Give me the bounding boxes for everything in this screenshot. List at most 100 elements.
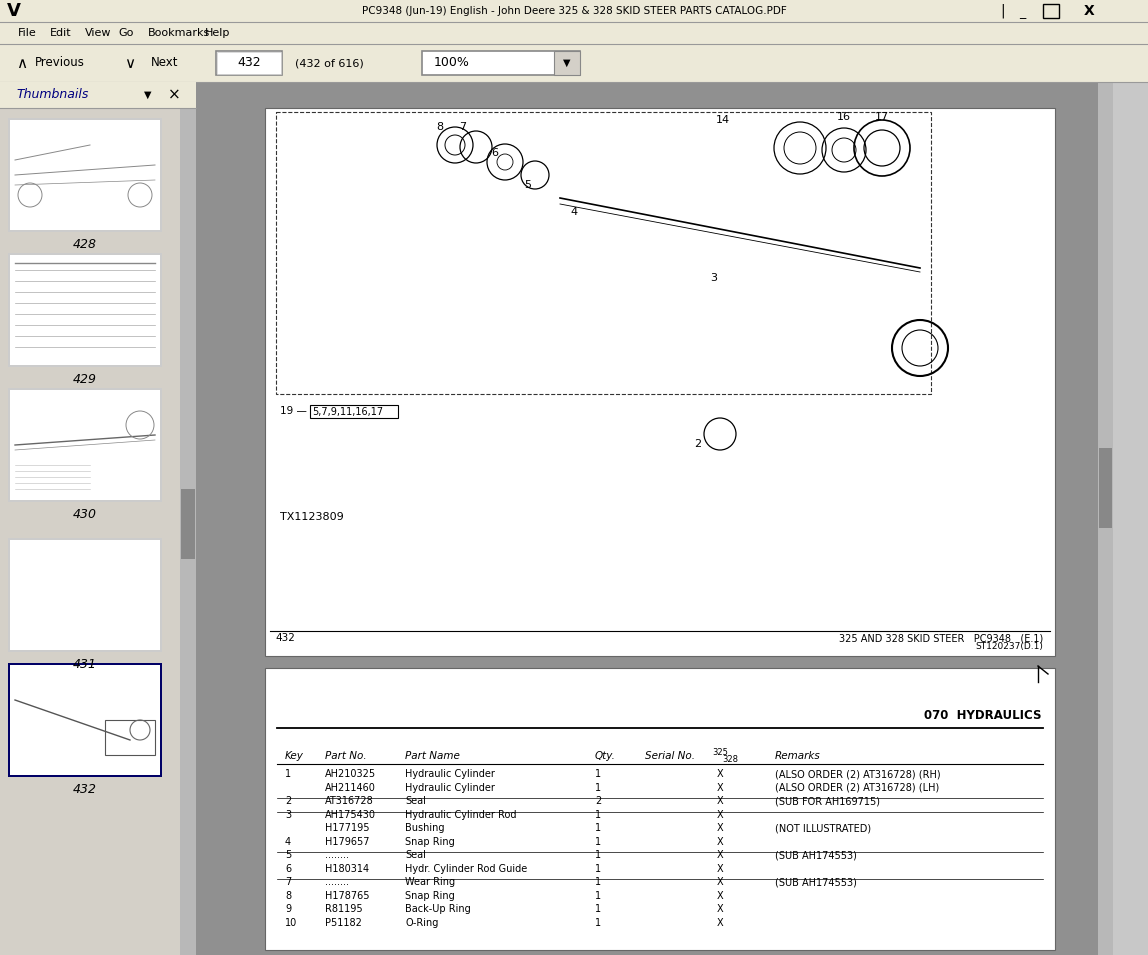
Text: 5: 5 bbox=[525, 180, 532, 190]
Text: 432: 432 bbox=[276, 633, 295, 643]
Text: 432: 432 bbox=[238, 56, 261, 70]
Text: 1: 1 bbox=[595, 823, 602, 833]
Text: X: X bbox=[716, 796, 723, 806]
Text: 1: 1 bbox=[595, 782, 602, 793]
Bar bbox=[422, 51, 580, 75]
Text: File: File bbox=[18, 28, 37, 38]
Text: R81195: R81195 bbox=[325, 904, 363, 914]
Bar bbox=[1099, 448, 1112, 528]
Text: Key: Key bbox=[285, 751, 304, 761]
Text: 5: 5 bbox=[285, 850, 292, 860]
Text: X: X bbox=[716, 837, 723, 846]
Text: Part Name: Part Name bbox=[405, 751, 460, 761]
Text: ×: × bbox=[168, 88, 180, 102]
Bar bbox=[10, 540, 160, 650]
Text: ∧: ∧ bbox=[16, 55, 28, 71]
Text: H177195: H177195 bbox=[325, 823, 370, 833]
Bar bbox=[104, 720, 155, 755]
Text: 2: 2 bbox=[695, 439, 701, 449]
Bar bbox=[0, 82, 196, 108]
Text: 431: 431 bbox=[73, 657, 96, 670]
Text: 070  HYDRAULICS: 070 HYDRAULICS bbox=[923, 709, 1041, 722]
Text: Hydraulic Cylinder Rod: Hydraulic Cylinder Rod bbox=[405, 810, 517, 819]
Text: AH210325: AH210325 bbox=[325, 769, 377, 779]
Text: Go: Go bbox=[118, 28, 133, 38]
Text: 19 —: 19 — bbox=[280, 406, 307, 416]
Text: X: X bbox=[1084, 4, 1094, 18]
Bar bbox=[0, 44, 1148, 82]
Text: Bushing: Bushing bbox=[405, 823, 444, 833]
Text: P51182: P51182 bbox=[325, 918, 362, 927]
Text: Bookmarks: Bookmarks bbox=[148, 28, 210, 38]
Text: TX1123809: TX1123809 bbox=[280, 512, 343, 522]
Text: 5,7,9,11,16,17: 5,7,9,11,16,17 bbox=[312, 407, 383, 417]
Bar bbox=[0, 22, 1148, 44]
Text: 1: 1 bbox=[595, 837, 602, 846]
Bar bbox=[10, 390, 160, 500]
Text: 9: 9 bbox=[285, 904, 292, 914]
Bar bbox=[0, 0, 1148, 22]
Text: 328: 328 bbox=[722, 754, 738, 763]
Text: PC9348 (Jun-19) English - John Deere 325 & 328 SKID STEER PARTS CATALOG.PDF: PC9348 (Jun-19) English - John Deere 325… bbox=[362, 6, 786, 16]
Text: 1: 1 bbox=[285, 769, 292, 779]
Text: _: _ bbox=[1019, 7, 1025, 19]
Bar bbox=[554, 51, 580, 75]
Text: Hydraulic Cylinder: Hydraulic Cylinder bbox=[405, 769, 495, 779]
Text: X: X bbox=[716, 782, 723, 793]
Text: 429: 429 bbox=[73, 372, 96, 386]
Text: 1: 1 bbox=[595, 810, 602, 819]
Text: 8: 8 bbox=[436, 122, 443, 132]
Text: 3: 3 bbox=[285, 810, 292, 819]
Text: (SUB AH174553): (SUB AH174553) bbox=[775, 850, 856, 860]
Text: 7: 7 bbox=[285, 877, 292, 887]
Text: 6: 6 bbox=[285, 863, 292, 874]
Text: Seal: Seal bbox=[405, 796, 426, 806]
Text: H180314: H180314 bbox=[325, 863, 370, 874]
Text: 1: 1 bbox=[595, 904, 602, 914]
Text: 325: 325 bbox=[712, 748, 728, 756]
Text: Snap Ring: Snap Ring bbox=[405, 837, 455, 846]
Text: ........: ........ bbox=[325, 850, 349, 860]
Text: 6: 6 bbox=[491, 148, 498, 158]
Text: ▼: ▼ bbox=[564, 58, 571, 68]
Text: Next: Next bbox=[152, 56, 179, 70]
Text: X: X bbox=[716, 890, 723, 901]
Text: ▼: ▼ bbox=[145, 90, 152, 100]
Text: X: X bbox=[716, 823, 723, 833]
Text: Thumbnails: Thumbnails bbox=[16, 89, 88, 101]
Text: Part No.: Part No. bbox=[325, 751, 366, 761]
Text: 2: 2 bbox=[595, 796, 602, 806]
Bar bbox=[1044, 4, 1058, 18]
Text: Back-Up Ring: Back-Up Ring bbox=[405, 904, 471, 914]
Text: 325 AND 328 SKID STEER   PC9348   (E.1): 325 AND 328 SKID STEER PC9348 (E.1) bbox=[839, 633, 1044, 643]
Text: (ALSO ORDER (2) AT316728) (RH): (ALSO ORDER (2) AT316728) (RH) bbox=[775, 769, 940, 779]
Text: 4: 4 bbox=[571, 207, 577, 217]
Text: 14: 14 bbox=[716, 115, 730, 125]
Text: (SUB AH174553): (SUB AH174553) bbox=[775, 877, 856, 887]
Text: X: X bbox=[716, 918, 723, 927]
Bar bbox=[217, 52, 281, 74]
Text: 16: 16 bbox=[837, 112, 851, 122]
Bar bbox=[180, 108, 196, 955]
Text: View: View bbox=[85, 28, 111, 38]
Text: X: X bbox=[716, 769, 723, 779]
Bar bbox=[8, 538, 162, 652]
Text: H178765: H178765 bbox=[325, 890, 370, 901]
Bar bbox=[276, 112, 931, 394]
Text: 1: 1 bbox=[595, 769, 602, 779]
Text: (432 of 616): (432 of 616) bbox=[295, 58, 364, 68]
Text: 17: 17 bbox=[875, 112, 889, 122]
Text: 2: 2 bbox=[285, 796, 292, 806]
Text: (SUB FOR AH169715): (SUB FOR AH169715) bbox=[775, 796, 881, 806]
Text: 428: 428 bbox=[73, 238, 96, 250]
Bar bbox=[8, 118, 162, 232]
Text: ........: ........ bbox=[325, 877, 349, 887]
Bar bbox=[1097, 82, 1114, 955]
Text: X: X bbox=[716, 850, 723, 860]
Bar bbox=[10, 120, 160, 230]
Bar bbox=[0, 82, 196, 955]
Bar bbox=[216, 51, 282, 75]
Text: 1: 1 bbox=[595, 877, 602, 887]
Bar bbox=[196, 82, 1097, 955]
Text: Snap Ring: Snap Ring bbox=[405, 890, 455, 901]
